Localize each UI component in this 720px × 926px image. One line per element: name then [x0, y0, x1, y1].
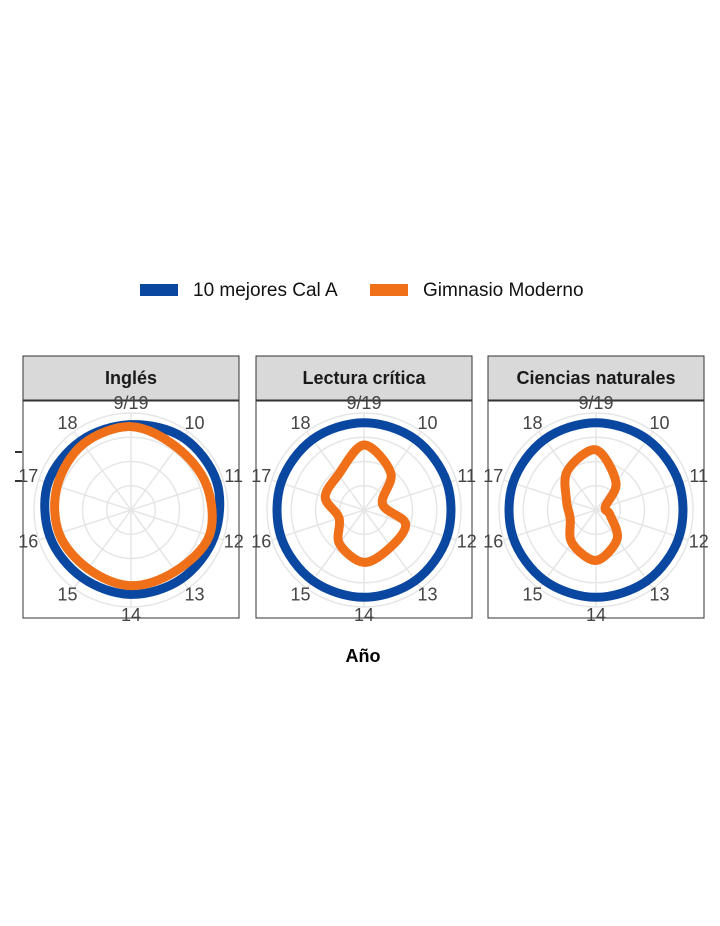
series-line [272, 418, 456, 602]
series-line [50, 422, 217, 591]
angle-label: 10 [649, 413, 669, 433]
grid-spoke [503, 479, 597, 511]
angle-label: 12 [457, 532, 477, 552]
angle-label: 9/19 [346, 393, 381, 413]
grid-spoke [271, 479, 365, 511]
strip [487, 355, 705, 401]
angle-label: 11 [457, 466, 476, 486]
grid-spoke [130, 509, 189, 589]
angle-label: 15 [523, 585, 543, 605]
legend-swatch [370, 284, 408, 296]
legend-label: Gimnasio Moderno [423, 280, 584, 301]
grid-spoke [503, 509, 597, 541]
grid-spoke [306, 509, 365, 589]
angle-label: 18 [523, 413, 543, 433]
grid-spoke [271, 509, 365, 541]
grid-spoke [595, 509, 654, 589]
grid-spoke [38, 509, 132, 541]
grid-spoke [595, 431, 654, 511]
x-axis-label: Año [346, 646, 381, 666]
grid-spoke [306, 431, 365, 511]
angle-label: 17 [483, 466, 503, 486]
series-line [40, 420, 225, 599]
angle-label: 13 [184, 585, 204, 605]
strip [22, 355, 240, 401]
angle-label: 12 [224, 532, 244, 552]
angle-label: 16 [18, 532, 38, 552]
angle-label: 16 [251, 532, 271, 552]
panel-title: Lectura crítica [302, 368, 426, 388]
legend-label: 10 mejores Cal A [193, 280, 338, 301]
panel-title: Inglés [105, 368, 157, 388]
angle-label: 11 [224, 466, 243, 486]
series-line [504, 418, 688, 602]
angle-label: 9/19 [113, 393, 148, 413]
angle-label: 17 [251, 466, 271, 486]
angle-label: 15 [291, 585, 311, 605]
grid-spoke [538, 509, 597, 589]
series-line [320, 440, 411, 567]
strip [255, 355, 473, 401]
angle-label: 15 [58, 585, 78, 605]
grid-spoke [595, 479, 689, 511]
angle-label: 9/19 [578, 393, 613, 413]
angle-label: 14 [121, 605, 141, 625]
angle-label: 14 [354, 605, 374, 625]
legend-swatch [140, 284, 178, 296]
angle-label: 17 [18, 466, 38, 486]
angle-label: 13 [417, 585, 437, 605]
angle-label: 16 [483, 532, 503, 552]
angle-label: 10 [184, 413, 204, 433]
angle-label: 10 [417, 413, 437, 433]
panel-title: Ciencias naturales [516, 368, 675, 388]
series-line [560, 445, 623, 565]
angle-label: 18 [58, 413, 78, 433]
angle-label: 13 [649, 585, 669, 605]
angle-label: 12 [689, 532, 709, 552]
angle-label: 11 [689, 466, 708, 486]
angle-label: 14 [586, 605, 606, 625]
angle-label: 18 [291, 413, 311, 433]
